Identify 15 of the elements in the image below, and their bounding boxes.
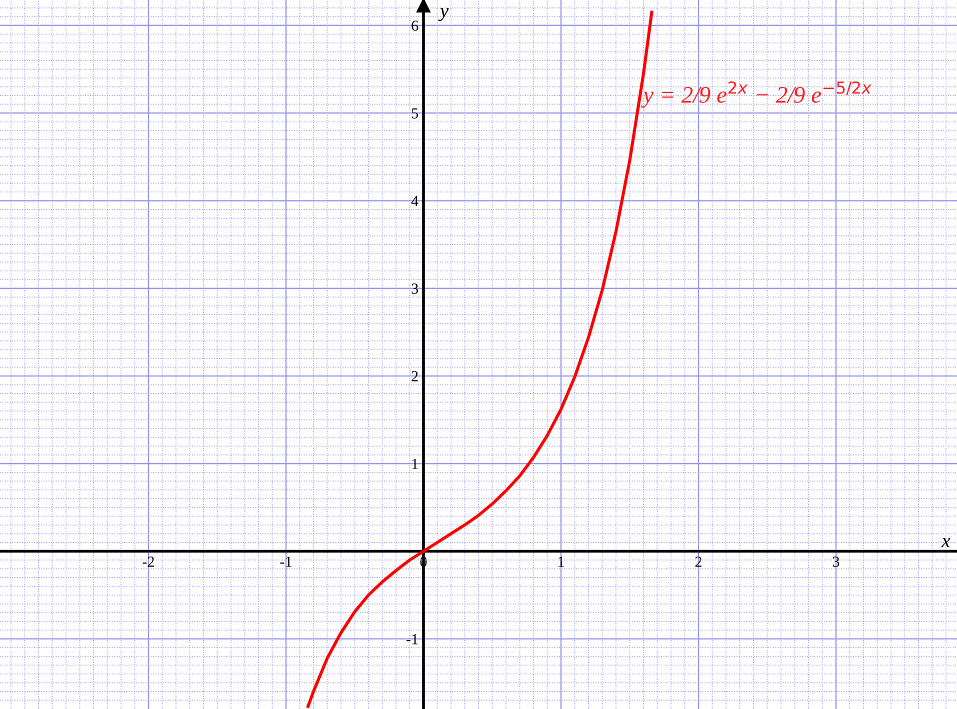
- y-tick-label: -1: [406, 634, 418, 644]
- x-tick-label: 2: [695, 556, 702, 567]
- x-tick-label: -2: [142, 556, 154, 567]
- y-tick-label: 1: [412, 458, 418, 469]
- y-tick-label: 5: [412, 108, 418, 119]
- y-axis-title: y: [438, 8, 449, 22]
- x-axis-title: x: [941, 538, 950, 548]
- y-tick-label: 3: [412, 284, 418, 294]
- y-tick-label: 4: [411, 196, 418, 206]
- annotation: y = 2/9 e$^{2x}$ − 2/9 e$^{−5/2x}$: [641, 81, 872, 108]
- x-tick-label: -1: [280, 556, 292, 567]
- x-tick-label: 3: [832, 556, 840, 567]
- y-tick-label: 2: [412, 371, 418, 382]
- y-tick-label: 6: [412, 20, 418, 31]
- x-tick-label: 1: [558, 556, 564, 567]
